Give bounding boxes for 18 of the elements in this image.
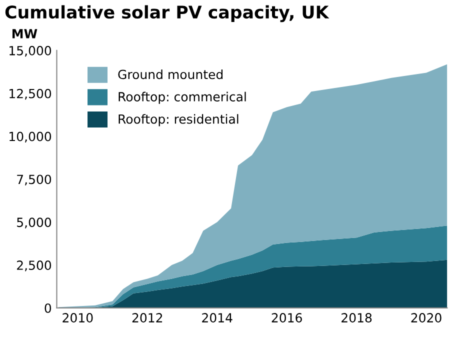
- y-tick-label: 12,500: [10, 88, 52, 100]
- x-tick-label: 2016: [272, 313, 302, 323]
- x-tick-label: 2014: [202, 313, 232, 323]
- y-tick-label: 2,500: [17, 260, 52, 272]
- y-tick-label: 15,000: [10, 46, 52, 57]
- y-tick-label: 5,000: [17, 218, 52, 228]
- x-tick-label: 2020: [411, 313, 442, 323]
- legend-label: Rooftop: commerical: [118, 92, 246, 104]
- x-tick-label: 2018: [342, 313, 372, 323]
- y-tick-label: 0: [44, 303, 52, 313]
- chart-title: Cumulative solar PV capacity, UK: [5, 5, 330, 22]
- x-tick-label: 2012: [132, 313, 162, 323]
- legend-label: Rooftop: residential: [118, 114, 238, 126]
- y-axis-title: MW: [12, 29, 38, 38]
- legend-label: Ground mounted: [118, 69, 223, 80]
- x-tick-label: 2010: [62, 313, 93, 323]
- y-tick-label: 7,500: [17, 174, 52, 186]
- y-tick-label: 10,000: [10, 132, 52, 142]
